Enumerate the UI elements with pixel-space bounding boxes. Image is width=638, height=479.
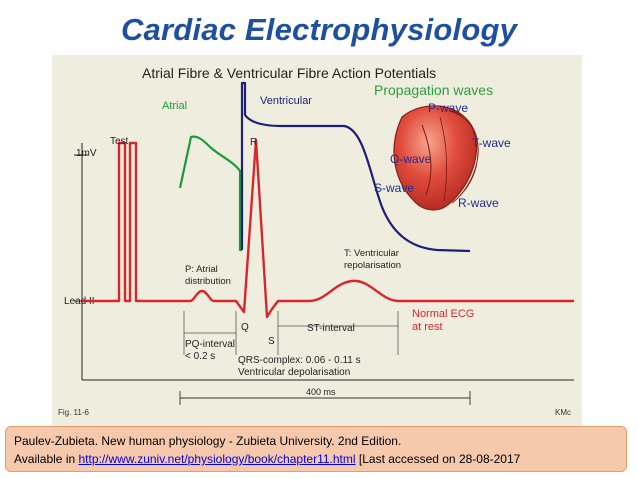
slide-title: Cardiac Electrophysiology [120,12,518,47]
ecg-trace [82,138,574,319]
p-atrial-label: P: Atrial [185,264,218,275]
test-label: Test [110,136,129,147]
propagation-title: Propagation waves [374,82,493,98]
citation-suffix: [Last accessed on 28-08-2017 [355,452,521,466]
pq-interval-label: PQ-interval [185,339,235,350]
citation-box: Paulev-Zubieta. New human physiology - Z… [5,426,627,472]
q-wave-label: Q-wave [390,152,432,166]
heart-illustration [393,105,479,211]
atrial-label: Atrial [162,100,187,112]
s-wave-label: S-wave [374,181,414,195]
ventricular-label: Ventricular [260,95,312,107]
r-wave-label: R-wave [458,196,499,210]
action-potential-figure: Atrial Fibre & Ventricular Fibre Action … [52,55,582,427]
heart-outer-wall [449,110,479,204]
at-rest-label: at rest [412,321,443,333]
pq-duration-label: < 0.2 s [185,351,215,362]
qrs-complex-label: QRS-complex: 0.06 - 0.11 s [238,355,361,366]
figure-heading: Atrial Fibre & Ventricular Fibre Action … [142,65,436,81]
citation-prefix: Available in [14,452,79,466]
p-distribution-label: distribution [185,276,231,287]
t-repolarisation-label: repolarisation [344,260,401,271]
figure-number: Fig. 11-6 [58,408,90,417]
time-scale-label: 400 ms [306,387,336,397]
ventricular-depolarisation-label: Ventricular depolarisation [238,367,350,378]
kmc-label: KMc [555,408,571,417]
normal-ecg-label: Normal ECG [412,308,474,320]
conduction-line [439,116,448,202]
heart-shape [393,105,477,211]
t-ventricular-label: T: Ventricular [344,248,399,259]
one-mv-label: 1mV [76,148,97,159]
citation-line-2: Available in http://www.zuniv.net/physio… [14,450,618,468]
atrial-action-potential [178,135,242,252]
figure-canvas: Atrial Fibre & Ventricular Fibre Action … [58,65,574,417]
citation-line-1: Paulev-Zubieta. New human physiology - Z… [14,434,402,448]
r-label: R [250,137,257,148]
septum-line [421,124,432,196]
ventricular-action-potential [240,81,471,253]
citation-link[interactable]: http://www.zuniv.net/physiology/book/cha… [78,452,356,466]
s-label: S [268,336,275,347]
q-label: Q [241,322,249,333]
t-wave-label: T-wave [472,136,511,150]
lead-ii-label: Lead II [64,296,95,307]
st-interval-label: ST-interval [307,323,355,334]
p-wave-label: P-wave [428,101,468,115]
